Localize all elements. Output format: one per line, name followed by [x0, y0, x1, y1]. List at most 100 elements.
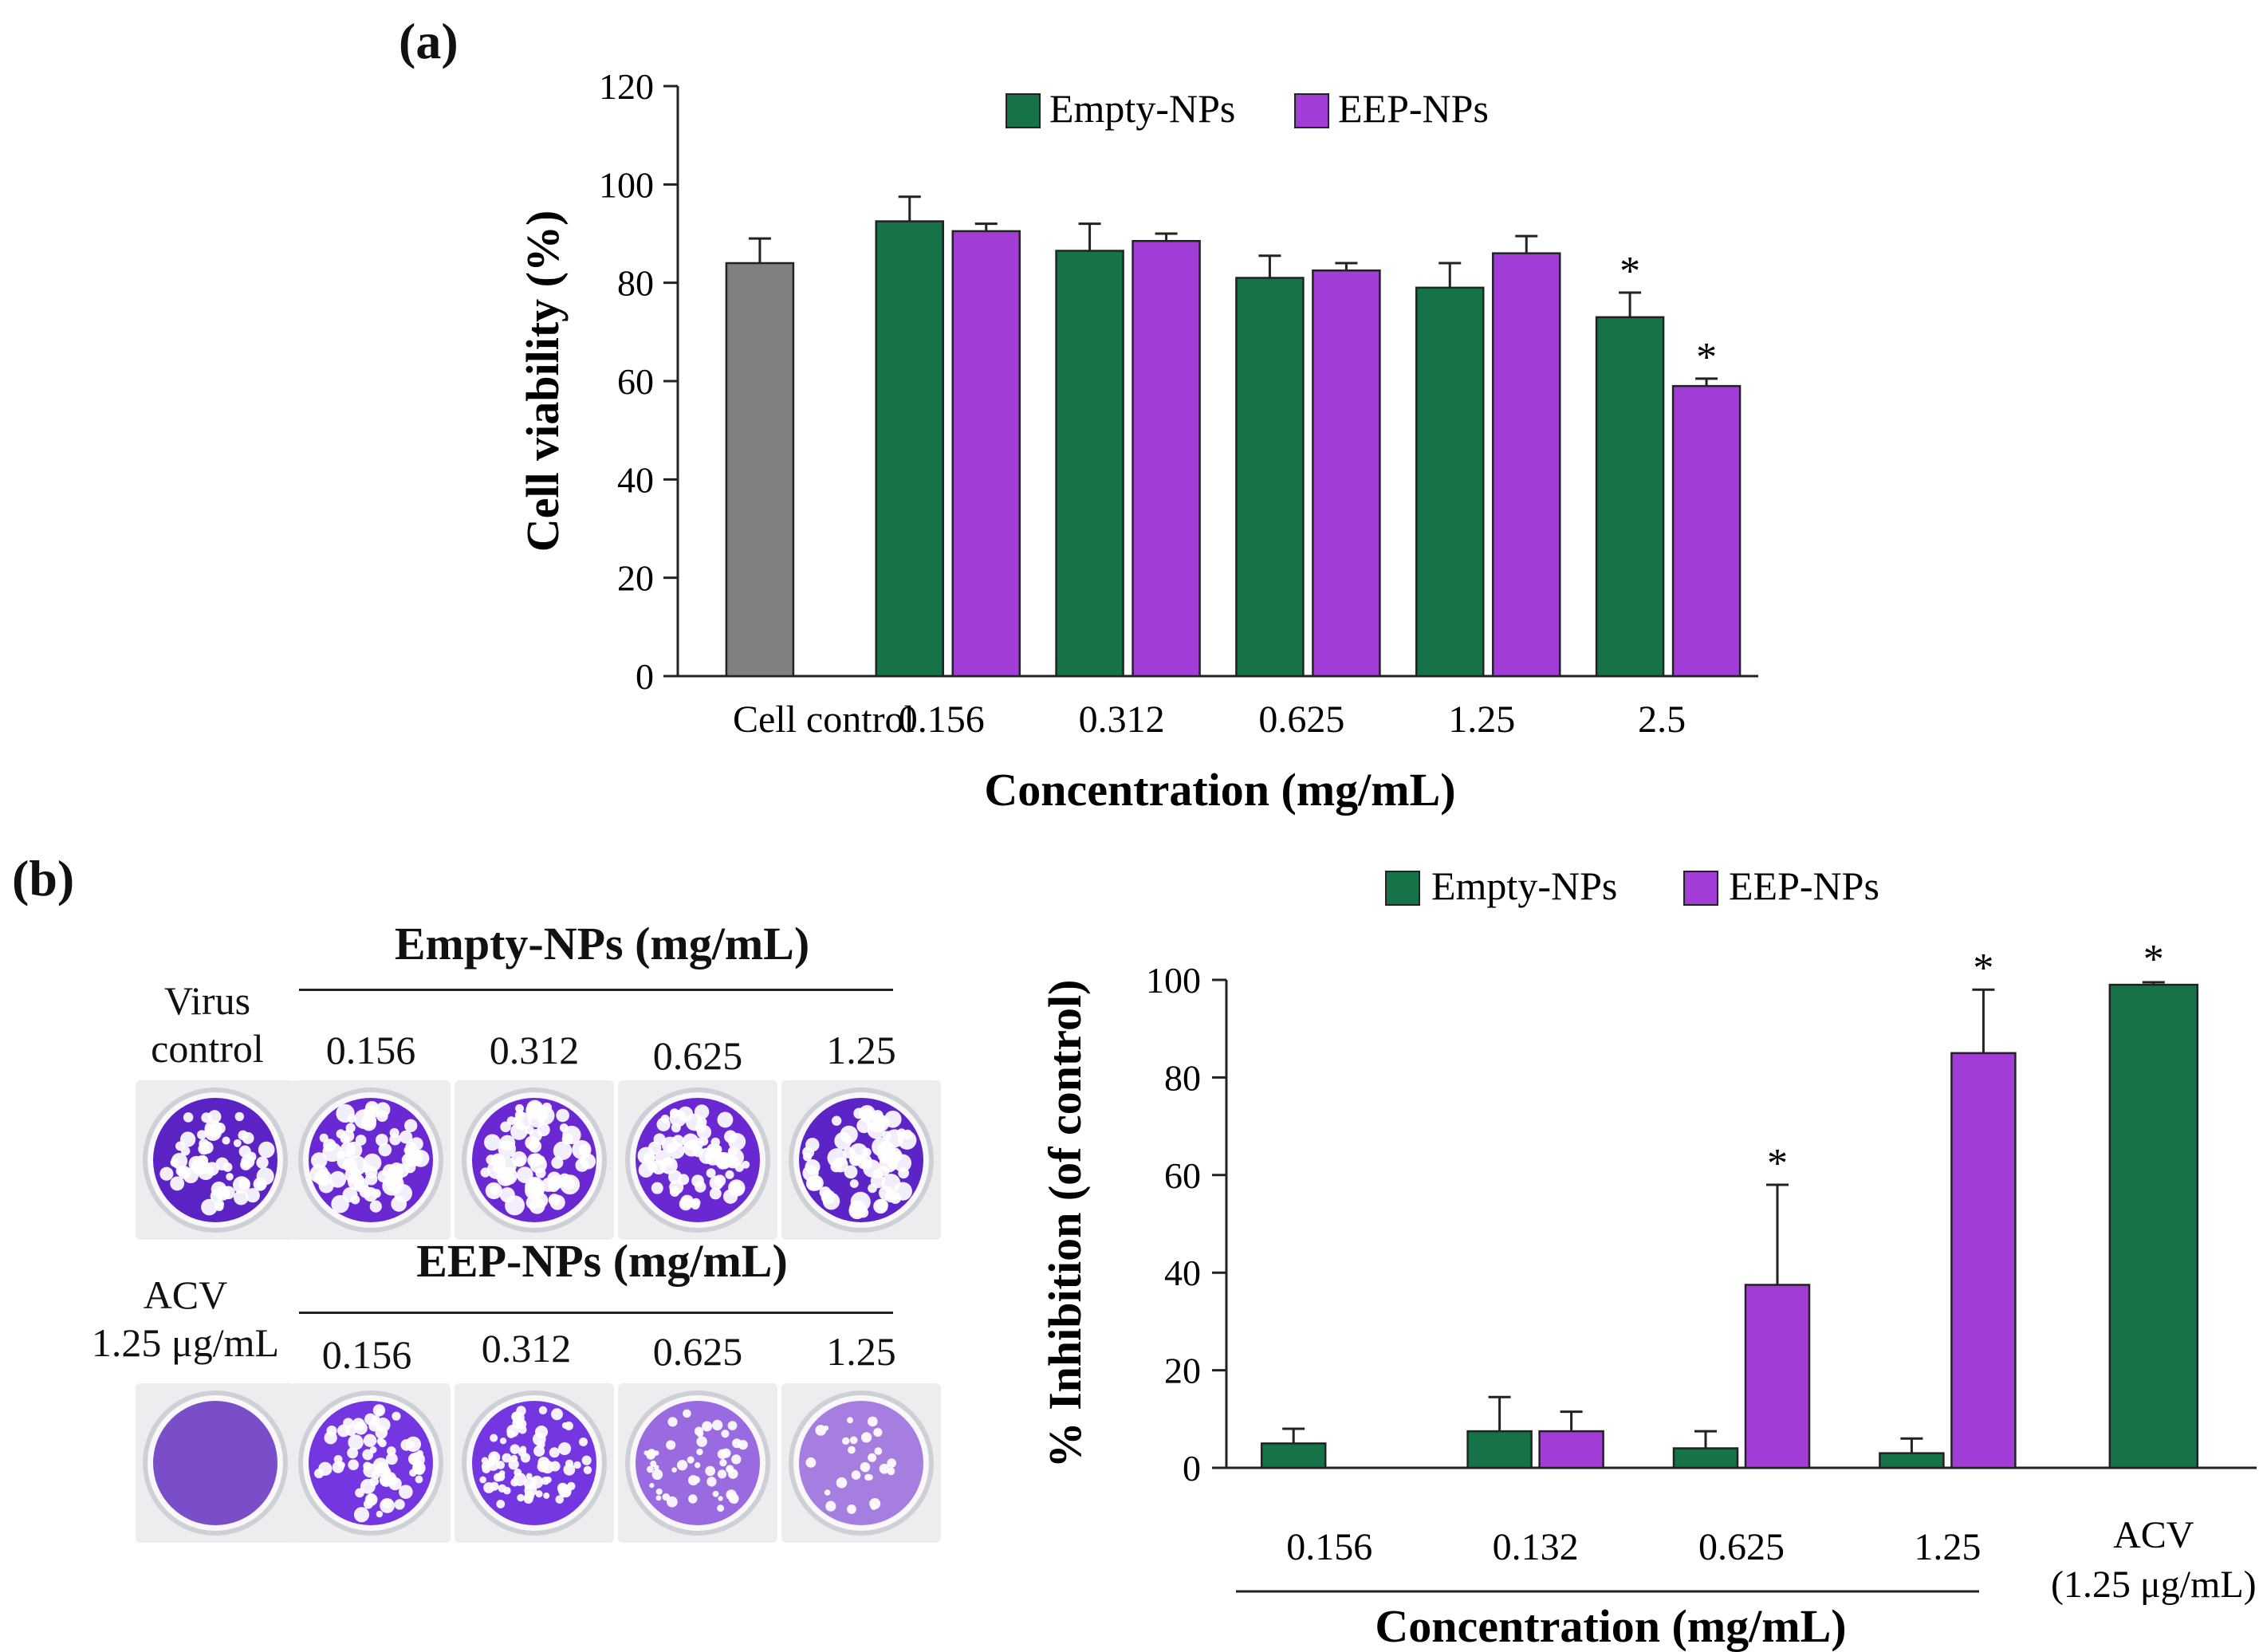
- bar-empty-0.156: [1260, 1442, 1327, 1469]
- plaque: [486, 1457, 500, 1471]
- plaque: [706, 1477, 717, 1487]
- plaque: [318, 1178, 334, 1194]
- plaque: [687, 1456, 695, 1464]
- plaque: [696, 1430, 704, 1438]
- plaque: [692, 1476, 701, 1484]
- plaque: [549, 1447, 560, 1458]
- plaque: [226, 1173, 234, 1181]
- plaque: [541, 1477, 550, 1485]
- plaque: [557, 1442, 572, 1455]
- plaque: [718, 1496, 723, 1501]
- plaque: [376, 1110, 388, 1122]
- plaque: [337, 1461, 345, 1469]
- plaque: [530, 1477, 537, 1484]
- plaque: [868, 1416, 878, 1427]
- x-tick-label: Cell control: [733, 698, 915, 741]
- plaque: [873, 1427, 883, 1438]
- y-tick-label: 0: [1183, 1448, 1201, 1489]
- plaque: [686, 1113, 703, 1131]
- plaque: [847, 1504, 856, 1514]
- plaque: [548, 1194, 561, 1206]
- plaque: [653, 1465, 659, 1470]
- plaque: [887, 1158, 898, 1170]
- bar-empty-0.156: [875, 220, 944, 678]
- plaque: [499, 1470, 506, 1477]
- plate-monolayer: [799, 1401, 923, 1525]
- plaque: [405, 1141, 416, 1152]
- plaque: [696, 1448, 703, 1456]
- plaque: [665, 1158, 674, 1166]
- plaque: [394, 1499, 405, 1510]
- y-tick-label: 60: [617, 361, 654, 402]
- plaque: [382, 1499, 392, 1508]
- plaque-assay-plates: [136, 1080, 941, 1543]
- plaque: [508, 1459, 519, 1470]
- bar-eep-0.156: [951, 230, 1021, 678]
- empty-nps-plates-title: Empty-NPs (mg/mL): [394, 918, 810, 970]
- plaque: [655, 1495, 662, 1501]
- plaque: [893, 1150, 903, 1161]
- y-tick-label: 40: [1164, 1253, 1201, 1293]
- plaque: [516, 1166, 533, 1183]
- plaque: [730, 1495, 739, 1504]
- plaque: [409, 1469, 417, 1477]
- empty-conc-1: 0.156: [325, 1028, 416, 1072]
- plaque: [376, 1408, 384, 1416]
- empty-conc-2: 0.312: [489, 1028, 580, 1072]
- plaque: [649, 1482, 655, 1489]
- legend-label-eep: EEP-NPs: [1729, 863, 1879, 908]
- significance-star: *: [1696, 335, 1717, 380]
- plaque: [513, 1116, 523, 1127]
- plaque: [415, 1475, 423, 1484]
- plaque: [643, 1450, 649, 1456]
- plaque: [514, 1468, 522, 1477]
- plaque: [516, 1418, 527, 1430]
- plaque: [222, 1162, 233, 1172]
- plaque: [656, 1117, 671, 1131]
- plaque: [353, 1507, 370, 1523]
- plaque: [578, 1144, 591, 1156]
- plaque: [363, 1434, 377, 1447]
- plaque: [183, 1112, 194, 1123]
- significance-star: *: [1620, 249, 1640, 294]
- x-tick-label: 2.5: [1638, 698, 1686, 741]
- plaque: [695, 1462, 701, 1469]
- plaque: [827, 1148, 847, 1168]
- plaque: [896, 1128, 907, 1139]
- plate-virus-control: [136, 1080, 295, 1240]
- legend-swatch-empty: [1006, 93, 1041, 128]
- plaque: [870, 1504, 877, 1510]
- plaque: [523, 1493, 533, 1504]
- plaque: [676, 1459, 688, 1471]
- plaque: [874, 1447, 883, 1455]
- plaque: [377, 1170, 390, 1183]
- plaque: [561, 1487, 572, 1498]
- plaque: [651, 1469, 663, 1481]
- plaque: [347, 1114, 356, 1123]
- plaque: [520, 1453, 531, 1463]
- bar-empty-0.312: [1055, 250, 1124, 678]
- y-tick-label: 40: [617, 459, 654, 500]
- plaque: [538, 1406, 548, 1415]
- plaque: [363, 1153, 382, 1172]
- plaque: [485, 1182, 502, 1200]
- plate-eep-0.625: [618, 1383, 777, 1543]
- plaque: [389, 1175, 399, 1186]
- plaque: [856, 1118, 872, 1134]
- plaque: [728, 1132, 746, 1150]
- plaque: [662, 1493, 671, 1501]
- plaque: [364, 1173, 378, 1186]
- eep-conc-1: 0.156: [321, 1332, 412, 1377]
- plaque: [517, 1493, 525, 1502]
- plaque: [415, 1465, 425, 1475]
- plate-acv: [136, 1383, 295, 1543]
- plaque: [821, 1190, 836, 1205]
- plaque: [702, 1421, 713, 1432]
- legend-swatch-eep: [1294, 93, 1329, 128]
- plaque: [872, 1115, 890, 1132]
- panel-b-label: (b): [12, 850, 75, 907]
- eep-conc-3: 0.625: [652, 1329, 743, 1374]
- plaque: [647, 1465, 654, 1473]
- plaque: [581, 1455, 592, 1465]
- plaque: [717, 1504, 725, 1512]
